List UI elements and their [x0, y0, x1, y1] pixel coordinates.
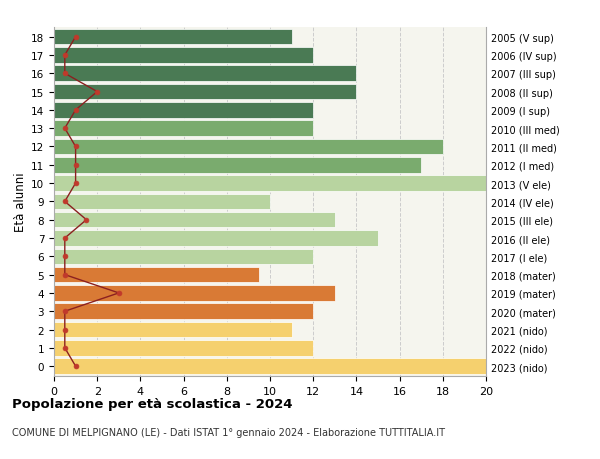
Bar [54, 158, 421, 173]
Bar [54, 176, 486, 191]
Bar [54, 231, 378, 246]
Bar [54, 48, 313, 64]
Bar [54, 358, 486, 374]
Bar [54, 67, 356, 82]
Bar [54, 304, 313, 319]
Text: Popolazione per età scolastica - 2024: Popolazione per età scolastica - 2024 [12, 397, 293, 410]
Bar [54, 194, 270, 210]
Bar [54, 121, 313, 137]
Bar [54, 267, 259, 283]
Bar [54, 30, 292, 45]
Text: COMUNE DI MELPIGNANO (LE) - Dati ISTAT 1° gennaio 2024 - Elaborazione TUTTITALIA: COMUNE DI MELPIGNANO (LE) - Dati ISTAT 1… [12, 427, 445, 437]
Bar [54, 249, 313, 264]
Bar [54, 340, 313, 356]
Bar [54, 322, 292, 337]
Bar [54, 84, 356, 100]
Y-axis label: Età alunni: Età alunni [14, 172, 27, 232]
Bar [54, 213, 335, 228]
Bar [54, 140, 443, 155]
Bar [54, 285, 335, 301]
Bar [54, 103, 313, 118]
